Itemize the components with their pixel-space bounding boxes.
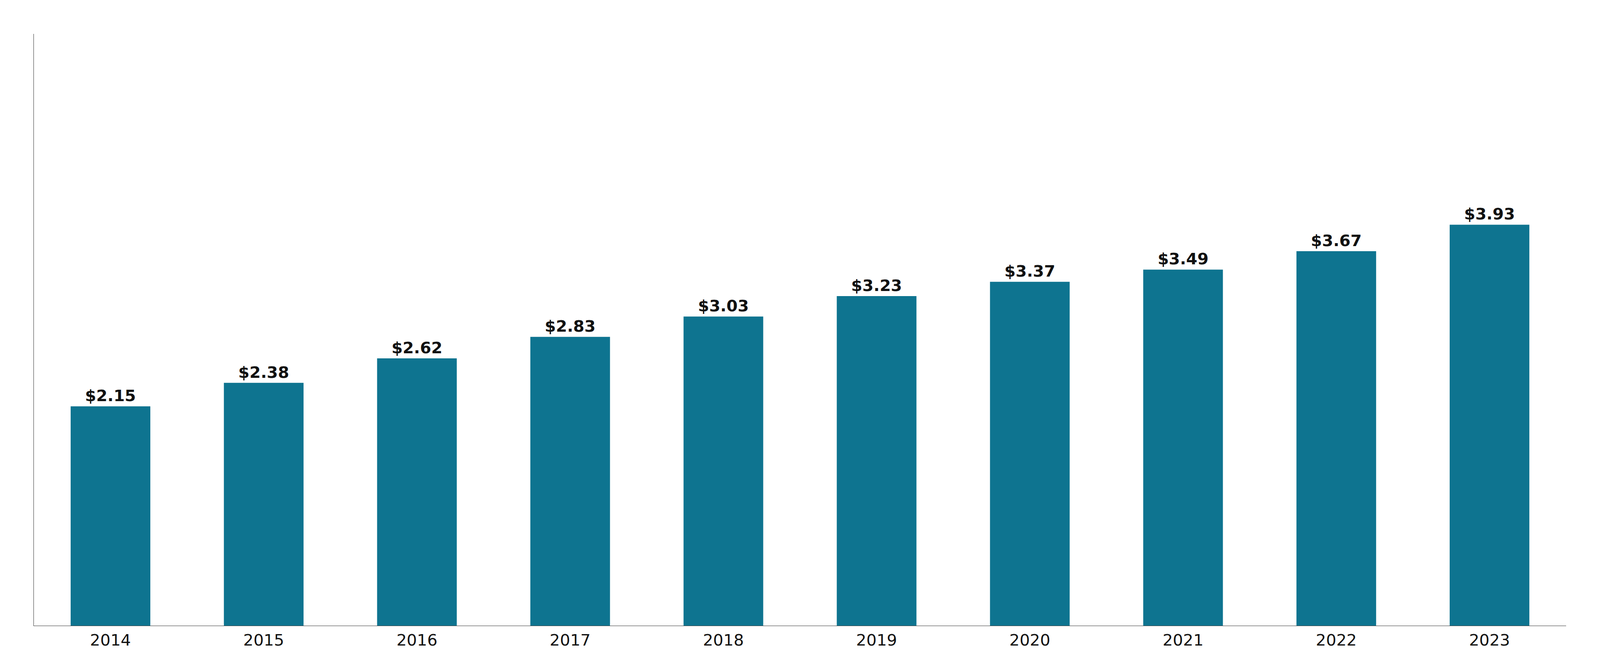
svg-text:$2.15: $2.15 — [85, 386, 136, 405]
svg-text:$3.67: $3.67 — [1310, 231, 1362, 250]
svg-text:$2.83: $2.83 — [544, 316, 596, 336]
svg-text:$3.03: $3.03 — [697, 296, 749, 316]
svg-text:$3.49: $3.49 — [1157, 249, 1209, 269]
svg-text:2016: 2016 — [396, 630, 438, 650]
svg-text:2014: 2014 — [90, 630, 132, 650]
svg-text:2018: 2018 — [702, 630, 744, 650]
svg-text:2023: 2023 — [1469, 630, 1511, 650]
svg-text:2017: 2017 — [549, 630, 591, 650]
svg-text:$2.38: $2.38 — [238, 362, 290, 382]
svg-text:2020: 2020 — [1009, 630, 1051, 650]
svg-text:$3.23: $3.23 — [851, 276, 902, 295]
svg-text:$2.62: $2.62 — [391, 338, 443, 357]
svg-text:2015: 2015 — [243, 630, 285, 650]
svg-text:2022: 2022 — [1315, 630, 1357, 650]
svg-text:2019: 2019 — [856, 630, 898, 650]
svg-text:$3.93: $3.93 — [1464, 204, 1515, 224]
svg-text:2021: 2021 — [1162, 630, 1204, 650]
svg-text:$3.37: $3.37 — [1004, 261, 1056, 281]
